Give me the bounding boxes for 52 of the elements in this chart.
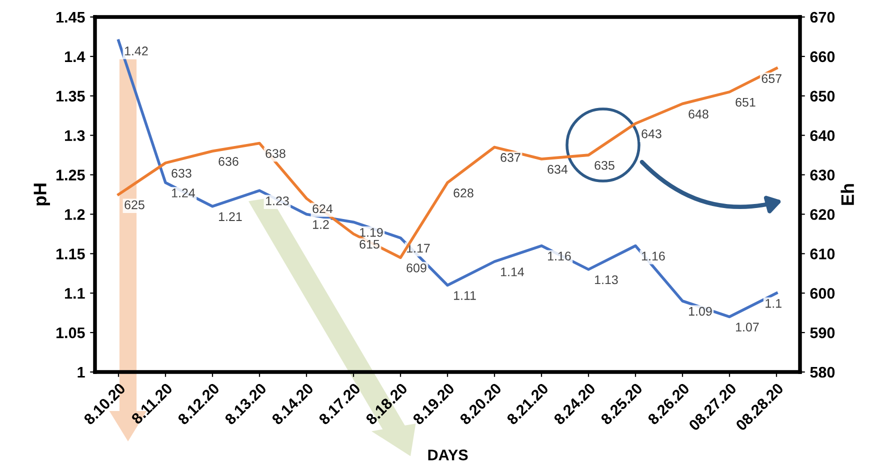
y2-tick-label: 670	[810, 12, 835, 23]
y-tick-label: 1.35	[56, 90, 85, 102]
data-label: 1.2	[313, 220, 329, 229]
data-label: 657	[762, 74, 782, 84]
data-label: 1.16	[548, 252, 571, 261]
data-label: 648	[688, 110, 708, 119]
data-label: 1.16	[642, 252, 665, 261]
y-axis-title: pH	[34, 184, 50, 206]
y2-axis-title: Eh	[840, 184, 854, 205]
data-label: 1.09	[689, 306, 712, 316]
y-tick-label: 1	[78, 367, 85, 378]
y-tick-label: 1.15	[56, 248, 85, 260]
y2-tick-label: 620	[810, 209, 835, 220]
data-label: 633	[172, 168, 192, 178]
data-label: 609	[406, 263, 426, 272]
data-label: 643	[642, 129, 662, 138]
data-label: 634	[548, 164, 568, 174]
x-axis-title: DAYS	[428, 450, 468, 460]
data-label: 1.14	[501, 268, 524, 276]
y2-tick-label: 630	[810, 170, 835, 180]
data-label: 625	[124, 200, 144, 210]
y2-tick-label: 640	[810, 130, 835, 142]
data-label: 1.07	[736, 322, 759, 332]
y2-tick-label: 660	[810, 51, 835, 62]
y2-tick-label: 580	[810, 366, 835, 378]
y-tick-label: 1.3	[65, 130, 85, 142]
data-label: 628	[454, 188, 474, 198]
data-label: 624	[312, 204, 333, 214]
y-tick-label: 1.1	[65, 288, 85, 299]
data-label: 638	[266, 149, 286, 158]
y2-tick-label: 610	[810, 248, 835, 260]
y2-tick-label: 600	[810, 288, 835, 299]
y2-tick-label: 650	[810, 90, 835, 102]
y2-tick-label: 590	[810, 327, 835, 338]
data-label: 615	[360, 240, 380, 249]
data-label: 637	[500, 153, 520, 162]
data-label: 1.19	[360, 228, 383, 237]
data-label: 1.24	[172, 188, 196, 198]
data-label: 1.11	[454, 291, 476, 300]
y-tick-label: 1.2	[65, 209, 85, 220]
y-tick-label: 1.05	[56, 327, 85, 338]
y-tick-label: 1.45	[56, 12, 85, 23]
data-label: 1.1	[766, 299, 782, 308]
data-label: 1.23	[266, 196, 289, 206]
y-tick-label: 1.25	[56, 170, 85, 180]
data-label: 1.13	[595, 275, 618, 284]
y-tick-label: 1.4	[65, 51, 86, 62]
data-label: 636	[218, 156, 238, 166]
data-label: 1.42	[125, 46, 148, 56]
data-label: 651	[736, 98, 756, 107]
data-label: 635	[594, 160, 614, 170]
data-label: 1.21	[219, 212, 242, 221]
